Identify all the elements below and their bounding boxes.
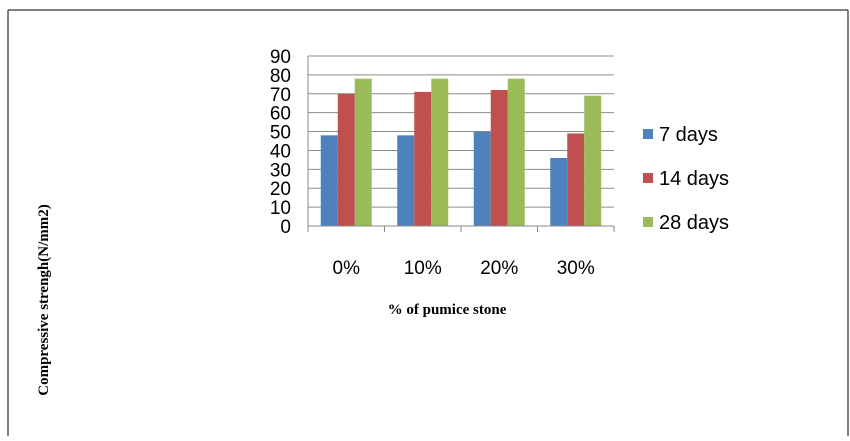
x-tick-label: 30% (557, 258, 595, 279)
bar-14-days-30pct (567, 133, 585, 226)
legend-swatch-14-days (643, 173, 653, 183)
legend-swatch-28-days (643, 217, 653, 227)
x-tick-label: 10% (404, 258, 442, 279)
bars (320, 78, 602, 227)
bar-28-days-20pct (507, 78, 525, 227)
bar-7-days-20pct (473, 131, 491, 226)
legend-swatch-7-days (643, 129, 653, 139)
bar-14-days-10pct (414, 91, 432, 226)
bar-28-days-30pct (584, 95, 602, 227)
x-tick-label: 0% (333, 258, 361, 279)
y-tick-label: 90 (270, 47, 291, 68)
legend-label-28-days: 28 days (659, 212, 729, 234)
legend: 7 days 14 days 28 days (643, 124, 729, 234)
y-tick-label: 30 (270, 160, 291, 181)
y-tick-label: 40 (270, 141, 291, 162)
y-tick-label: 50 (270, 123, 291, 144)
bar-7-days-10pct (397, 135, 415, 226)
y-tick-label: 0 (280, 217, 291, 238)
y-tick-label: 80 (270, 66, 291, 87)
bar-14-days-0pct (337, 93, 355, 227)
x-tick-labels: 0% 10% 20% 30% (333, 258, 595, 279)
legend-label-14-days: 14 days (659, 168, 729, 190)
x-tick-label: 20% (480, 258, 518, 279)
bar-28-days-10pct (431, 78, 449, 227)
y-tick-label: 20 (270, 179, 291, 200)
x-axis-label: % of pumice stone (388, 302, 507, 318)
bar-14-days-20pct (490, 90, 508, 226)
y-tick-label: 60 (270, 104, 291, 125)
bar-7-days-30pct (550, 158, 568, 226)
bar-7-days-0pct (320, 135, 338, 226)
y-axis-label: Compressive strengh(N/mm2) (36, 204, 52, 396)
bar-28-days-0pct (354, 78, 372, 227)
y-tick-label: 70 (270, 85, 291, 106)
y-tick-label: 10 (270, 198, 291, 219)
axes (307, 56, 615, 232)
legend-label-7-days: 7 days (659, 124, 718, 146)
